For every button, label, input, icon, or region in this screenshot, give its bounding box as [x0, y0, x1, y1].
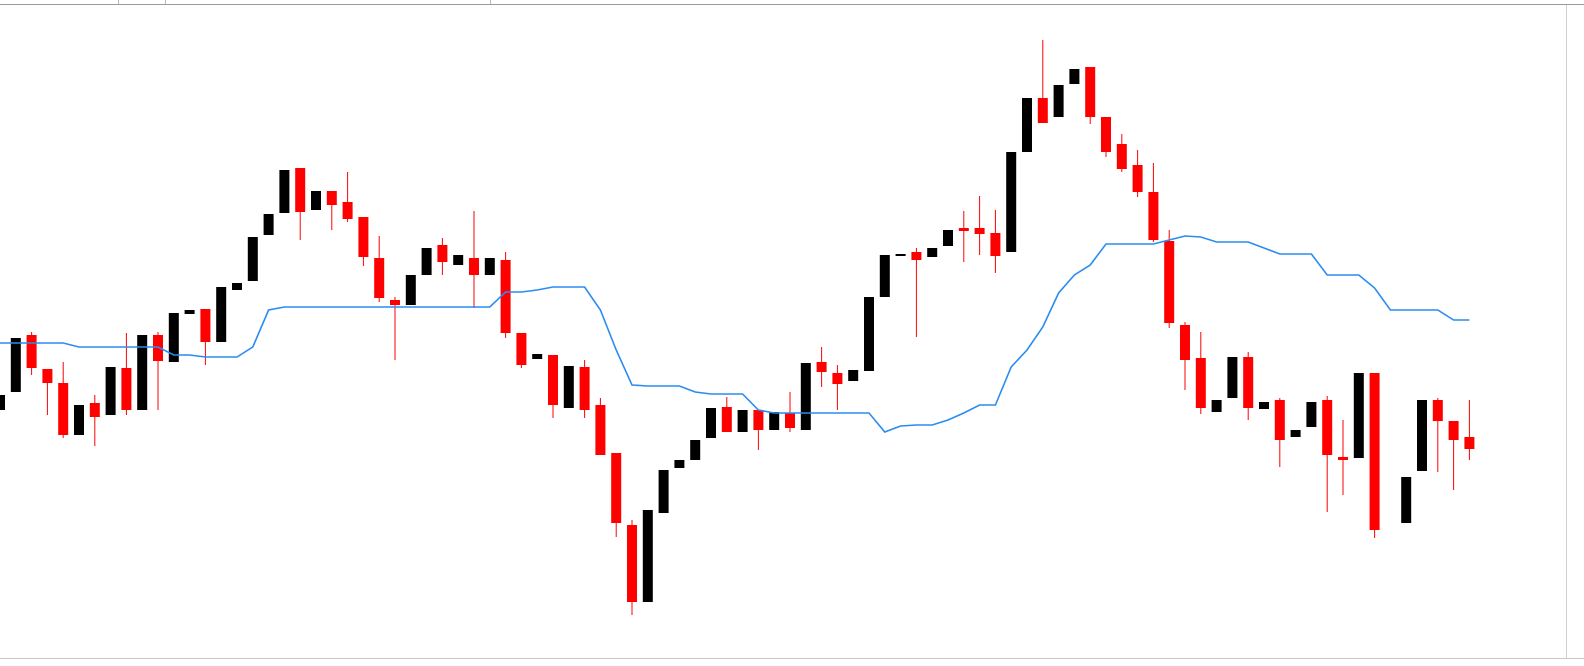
candle-body — [168, 313, 179, 362]
candle-body — [58, 383, 69, 435]
candle-body — [437, 245, 448, 262]
candle-body — [342, 202, 353, 219]
candle-body — [895, 254, 906, 256]
candle-body — [848, 370, 859, 381]
candle-body — [42, 369, 53, 383]
candle-body — [200, 309, 211, 342]
candle-body — [374, 258, 385, 298]
candle-body — [911, 252, 922, 260]
candle-body — [864, 297, 874, 371]
candle-body — [832, 373, 843, 384]
candle-body — [1101, 117, 1111, 152]
candle-body — [405, 275, 416, 305]
candle-body — [421, 248, 432, 275]
candle-body — [1306, 402, 1317, 427]
candle-body — [1006, 152, 1017, 252]
candle-body — [390, 300, 400, 305]
candle-body — [1085, 67, 1096, 117]
candle-body — [1164, 241, 1175, 323]
candle-body — [579, 367, 590, 410]
candle-body — [627, 525, 637, 602]
candle-body — [137, 335, 148, 410]
candle-body — [1274, 400, 1285, 440]
candle-body — [1069, 69, 1080, 84]
candle-body — [1148, 192, 1159, 240]
candle-body — [279, 170, 290, 213]
candle-body — [10, 338, 21, 392]
moving-average-line — [0, 235, 1470, 433]
candle-body — [216, 287, 227, 342]
candle-body — [469, 258, 479, 275]
candle-body — [1448, 421, 1459, 440]
candle-body — [1290, 430, 1301, 437]
candle-body — [800, 363, 811, 430]
candle-body — [974, 228, 985, 234]
candle-body — [642, 510, 653, 602]
candle-body — [1322, 400, 1333, 455]
candle-body — [105, 367, 116, 415]
candle-body — [958, 228, 969, 231]
candle-body — [74, 405, 84, 435]
candle-body — [943, 230, 953, 246]
candle-body — [927, 248, 938, 257]
candle-body — [1259, 402, 1269, 409]
candle-body — [1353, 373, 1364, 458]
candle-body — [1037, 98, 1048, 123]
candle-body — [595, 405, 606, 455]
candle-body — [879, 255, 890, 297]
candle-body — [89, 403, 100, 417]
candle-body — [563, 366, 574, 408]
candle-body — [311, 191, 321, 210]
candle-body — [690, 440, 701, 460]
candle-body — [358, 217, 369, 257]
candle-body — [1132, 165, 1143, 192]
candle-body — [737, 410, 748, 432]
candle-body — [769, 412, 780, 430]
candle-body — [1432, 400, 1443, 421]
candle-body — [1338, 457, 1348, 460]
candle-body — [232, 283, 242, 290]
candle-body — [1401, 477, 1412, 523]
candle-body — [484, 258, 495, 275]
candle-body — [121, 368, 132, 410]
candle-body — [1053, 85, 1064, 117]
candle-body — [1116, 144, 1127, 169]
candle-body — [516, 333, 527, 365]
candle-body — [1022, 98, 1032, 152]
candle-body — [1369, 373, 1380, 530]
candle-body — [753, 410, 764, 430]
candle-body — [153, 335, 163, 361]
candle-body — [674, 460, 685, 468]
candle-body — [785, 413, 795, 428]
candle-body — [0, 395, 5, 410]
candle-body — [453, 255, 464, 265]
candle-body — [1180, 325, 1190, 360]
candle-body — [1243, 357, 1254, 408]
candle-body — [1227, 357, 1238, 398]
candle-body — [26, 335, 37, 368]
candle-body — [706, 408, 716, 438]
candle-body — [990, 233, 1001, 256]
candle-body — [1464, 437, 1475, 449]
candle-body — [263, 214, 274, 235]
candle-body — [548, 355, 558, 405]
candle-body — [611, 453, 622, 523]
candle-body — [184, 310, 195, 314]
candle-body — [295, 168, 306, 212]
candle-body — [1211, 400, 1222, 412]
candle-body — [500, 260, 511, 333]
candle-body — [1195, 358, 1206, 408]
candle-body — [247, 237, 258, 281]
candle-body — [721, 407, 732, 432]
candle-body — [816, 362, 827, 372]
candle-body — [532, 354, 543, 359]
candle-body — [326, 191, 337, 205]
candle-body — [1417, 400, 1427, 471]
candle-body — [658, 470, 669, 513]
